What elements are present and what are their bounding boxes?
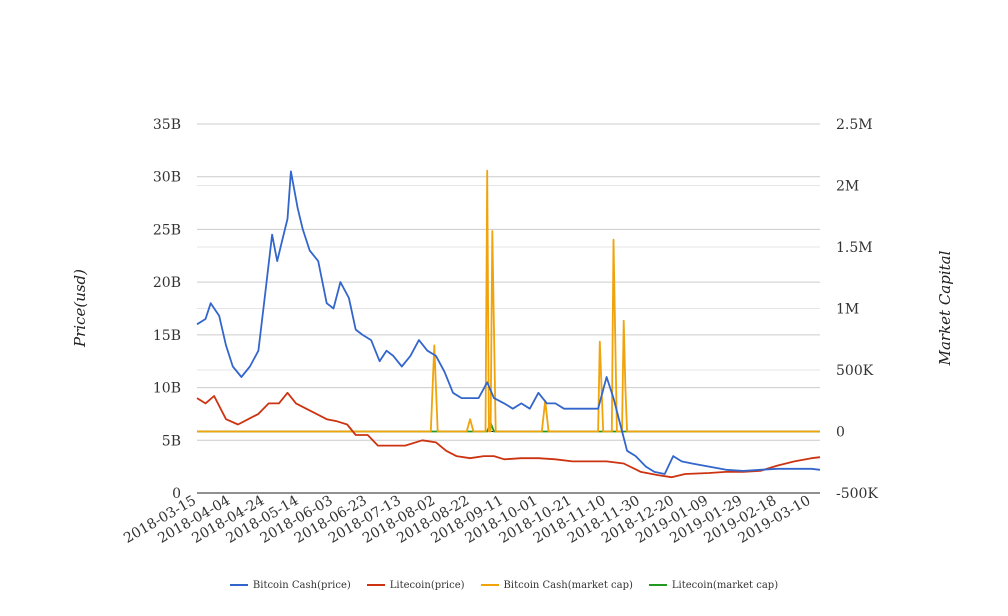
legend-label: Bitcoin Cash(price) — [252, 579, 351, 591]
legend-label: Litecoin(market cap) — [671, 579, 779, 591]
legend-item: Bitcoin Cash(market cap) — [480, 579, 633, 591]
series-line-litecoin-market-cap — [197, 421, 820, 433]
series-line-litecoin-price — [196, 391, 821, 479]
legend-item: Litecoin(market cap) — [648, 579, 779, 591]
legend-label: Bitcoin Cash(market cap) — [503, 579, 633, 591]
x-axis-ticks: 2018-03-152018-04-042018-04-242018-05-14… — [121, 493, 813, 547]
legend-item: Litecoin(price) — [366, 579, 465, 591]
legend: Bitcoin Cash(price) Litecoin(price) Bitcoi… — [0, 576, 1008, 594]
left-axis-ticks: 0 5B 10B 15B 20B 25B 30B 35B — [153, 117, 181, 502]
left-tick-label: 25B — [153, 222, 181, 238]
series-layer — [196, 169, 821, 479]
right-tick-label: 0 — [836, 425, 845, 441]
right-tick-label: 1.5M — [836, 240, 873, 256]
legend-swatch — [229, 584, 248, 586]
left-tick-label: 10B — [153, 381, 181, 397]
series-line-bitcoin-cash-market-cap — [197, 169, 820, 433]
line-chart: 0 5B 10B 15B 20B 25B 30B 35B -500K 0 500K 1M 1.5M 2M… — [71, 117, 954, 547]
right-tick-label: 2.5M — [836, 117, 873, 133]
right-axis-ticks: -500K 0 500K 1M 1.5M 2M 2.5M — [836, 117, 878, 502]
left-tick-label: 15B — [153, 328, 181, 344]
right-tick-label: 1M — [836, 302, 859, 318]
right-tick-label: 500K — [836, 363, 874, 379]
series-line-bitcoin-cash-price — [196, 170, 821, 475]
left-tick-label: 30B — [153, 170, 181, 186]
legend-swatch — [648, 584, 667, 586]
legend-swatch — [366, 584, 385, 586]
right-tick-label: 2M — [836, 179, 859, 195]
left-axis-title: Price(usd) — [71, 269, 89, 348]
left-tick-label: 0 — [172, 486, 181, 502]
right-axis-title: Market Capital — [936, 250, 954, 366]
grid-lines — [197, 123, 820, 494]
legend-swatch — [480, 584, 499, 586]
left-tick-label: 5B — [162, 433, 181, 449]
left-tick-label: 20B — [153, 275, 181, 291]
legend-label: Litecoin(price) — [389, 579, 465, 591]
legend-item: Bitcoin Cash(price) — [229, 579, 351, 591]
right-tick-label: -500K — [836, 486, 878, 502]
left-tick-label: 35B — [153, 117, 181, 133]
